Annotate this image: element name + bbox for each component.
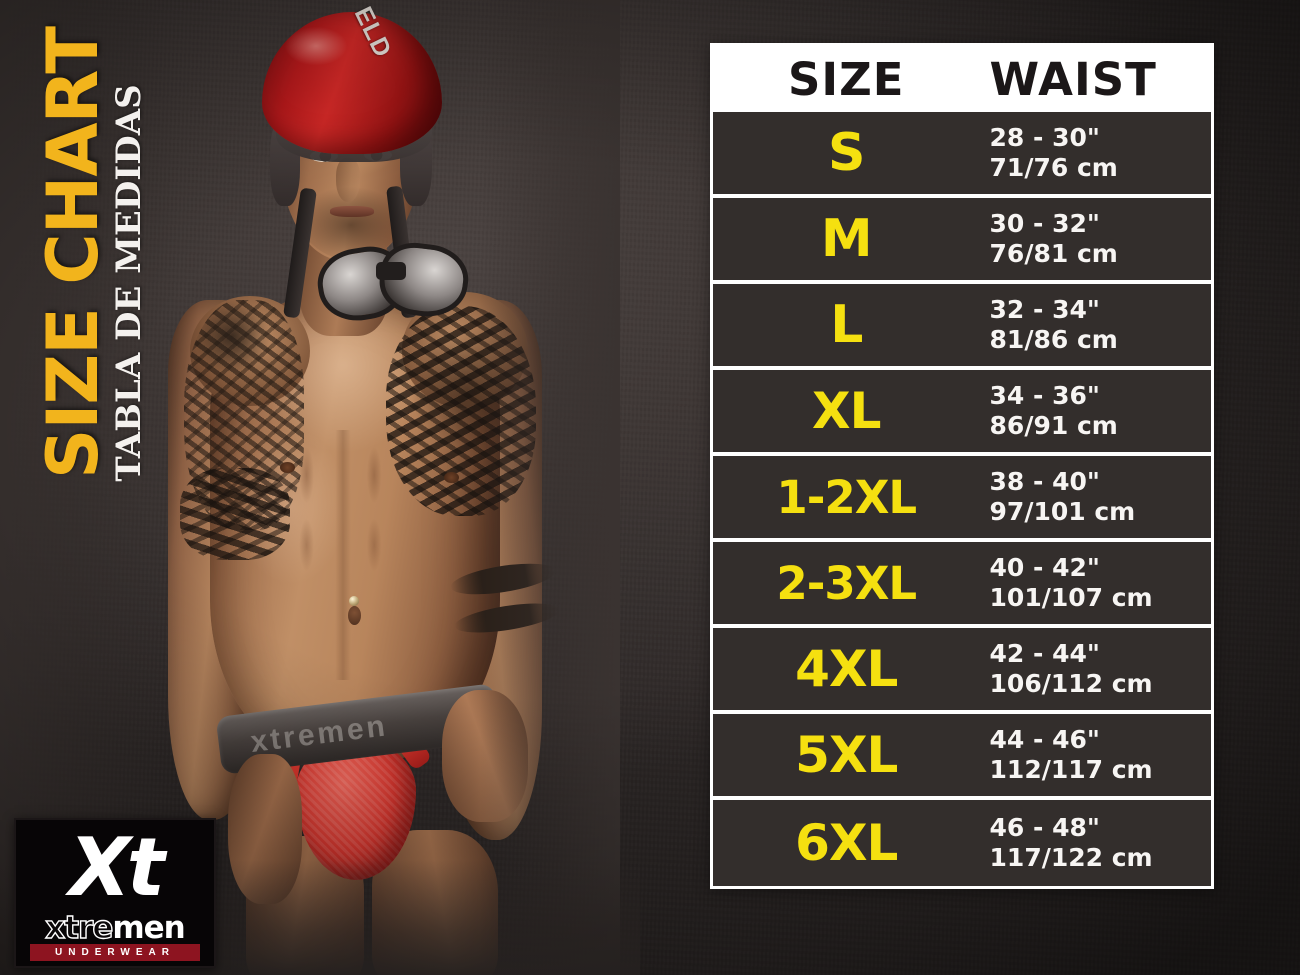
waist-centimeters: 101/107 cm — [989, 583, 1153, 612]
cell-waist: 28 - 30" 71/76 cm — [980, 123, 1211, 183]
waist-inches: 42 - 44" — [989, 639, 1100, 668]
cell-size: 2-3XL — [776, 556, 917, 610]
page-subtitle: TABLA DE MEDIDAS — [109, 84, 149, 482]
logo-wordmark-solid: men — [112, 910, 185, 946]
size-chart-table: SIZE WAIST S 28 - 30" 71/76 cm M 30 - 32" 76/… — [710, 43, 1214, 889]
cell-waist: 42 - 44" 106/112 cm — [980, 639, 1211, 699]
waist-centimeters: 76/81 cm — [989, 239, 1118, 268]
waist-inches: 38 - 40" — [989, 467, 1100, 496]
cell-waist: 44 - 46" 112/117 cm — [980, 725, 1211, 785]
table-row: 4XL 42 - 44" 106/112 cm — [713, 628, 1211, 714]
logo-wordmark-outline: xtre — [45, 910, 115, 946]
table-row: 2-3XL 40 - 42" 101/107 cm — [713, 542, 1211, 628]
waist-inches: 32 - 34" — [989, 295, 1100, 324]
cell-size: S — [828, 123, 865, 183]
table-row: 6XL 46 - 48" 117/122 cm — [713, 800, 1211, 886]
table-body: S 28 - 30" 71/76 cm M 30 - 32" 76/81 cm L 32 - … — [713, 112, 1211, 886]
vertical-title-block: SIZE CHART TABLA DE MEDIDAS — [0, 0, 175, 560]
column-header-waist: WAIST — [989, 52, 1157, 106]
waist-centimeters: 81/86 cm — [989, 325, 1118, 354]
table-header-row: SIZE WAIST — [713, 46, 1211, 112]
cell-waist: 40 - 42" 101/107 cm — [980, 553, 1211, 613]
cell-size: L — [830, 295, 863, 355]
waist-inches: 30 - 32" — [989, 209, 1100, 238]
waist-centimeters: 97/101 cm — [989, 497, 1136, 526]
table-row: M 30 - 32" 76/81 cm — [713, 198, 1211, 284]
waist-inches: 28 - 30" — [989, 123, 1100, 152]
waist-centimeters: 71/76 cm — [989, 153, 1118, 182]
cell-size: XL — [812, 382, 881, 440]
table-row: XL 34 - 36" 86/91 cm — [713, 370, 1211, 456]
waist-centimeters: 112/117 cm — [989, 755, 1153, 784]
waist-inches: 46 - 48" — [989, 813, 1100, 842]
table-row: 5XL 44 - 46" 112/117 cm — [713, 714, 1211, 800]
cell-size: 5XL — [795, 726, 898, 784]
waist-inches: 44 - 46" — [989, 725, 1100, 754]
cell-size: 6XL — [795, 814, 898, 872]
cell-waist: 34 - 36" 86/91 cm — [980, 381, 1211, 441]
cell-waist: 38 - 40" 97/101 cm — [980, 467, 1211, 527]
waist-inches: 34 - 36" — [989, 381, 1100, 410]
cell-waist: 30 - 32" 76/81 cm — [980, 209, 1211, 269]
page-title: SIZE CHART — [32, 26, 114, 480]
logo-xt-monogram: Xt — [69, 821, 165, 914]
waist-inches: 40 - 42" — [989, 553, 1100, 582]
column-header-size: SIZE — [788, 52, 905, 106]
table-row: S 28 - 30" 71/76 cm — [713, 112, 1211, 198]
waist-centimeters: 86/91 cm — [989, 411, 1118, 440]
table-row: L 32 - 34" 81/86 cm — [713, 284, 1211, 370]
logo-tagline: UNDERWEAR — [30, 944, 200, 961]
cell-waist: 32 - 34" 81/86 cm — [980, 295, 1211, 355]
cell-size: 4XL — [795, 640, 898, 698]
waist-centimeters: 106/112 cm — [989, 669, 1153, 698]
brand-logo: Xt xtremen UNDERWEAR — [14, 818, 216, 968]
logo-wordmark: xtremen — [24, 910, 206, 946]
cell-size: 1-2XL — [776, 470, 917, 524]
cell-waist: 46 - 48" 117/122 cm — [980, 813, 1211, 873]
table-row: 1-2XL 38 - 40" 97/101 cm — [713, 456, 1211, 542]
cell-size: M — [820, 209, 873, 269]
waist-centimeters: 117/122 cm — [989, 843, 1153, 872]
